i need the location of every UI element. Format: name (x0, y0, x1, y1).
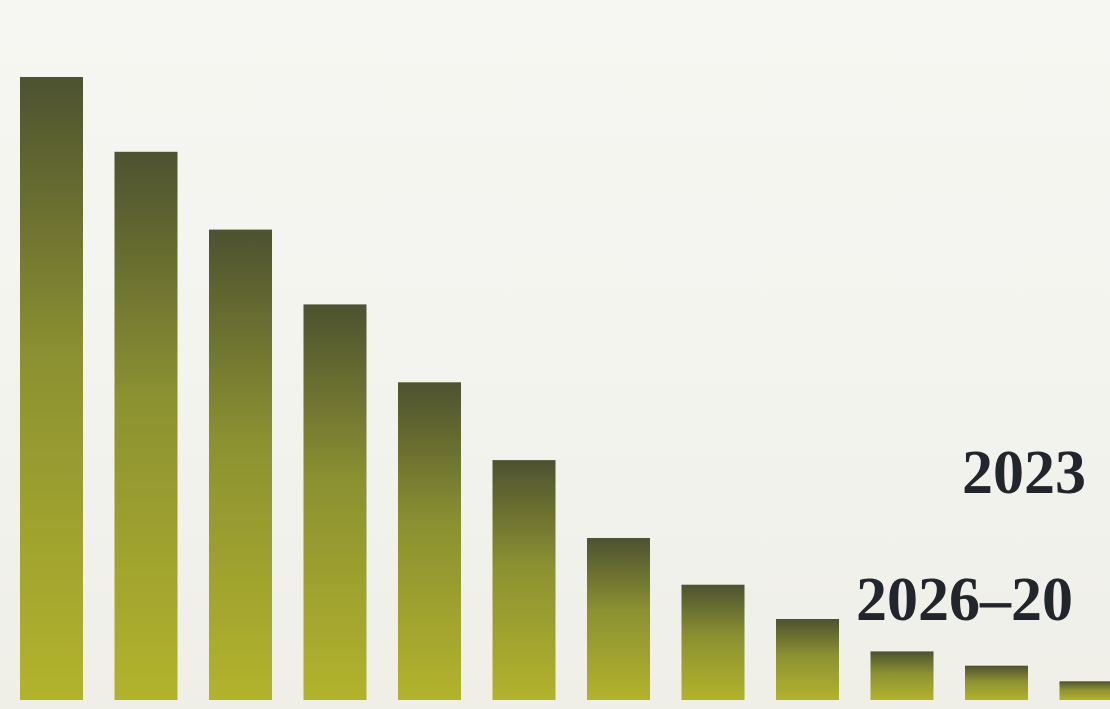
bar-4 (303, 304, 367, 700)
bar-2 (114, 151, 178, 701)
bar-8 (681, 584, 745, 700)
annotation-label-2023: 2023 (962, 439, 1086, 507)
bar-1 (20, 77, 83, 700)
bars-group (20, 77, 1110, 701)
bar-6 (492, 460, 556, 700)
bar-5 (398, 382, 461, 700)
bar-10 (870, 651, 934, 700)
bar-12 (1059, 681, 1110, 700)
bar-7 (587, 538, 650, 700)
annotation-label-2026: 2026–20 (856, 566, 1073, 634)
bar-11 (965, 665, 1028, 700)
bar-3 (209, 229, 272, 700)
bar-9 (776, 619, 839, 700)
